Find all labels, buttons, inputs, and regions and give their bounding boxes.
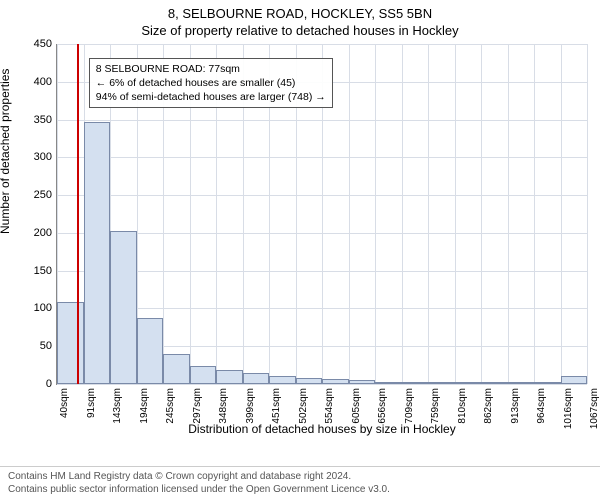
x-tick: 656sqm	[377, 388, 388, 424]
chart-container: Number of detached properties 0 50 100 150 2…	[0, 44, 600, 424]
page-title-line1: 8, SELBOURNE ROAD, HOCKLEY, SS5 5BN	[0, 0, 600, 21]
gridline-v	[587, 44, 588, 384]
x-tick: 810sqm	[457, 388, 468, 424]
x-tick: 91sqm	[86, 388, 97, 418]
gridline-v	[534, 44, 535, 384]
histogram-bar	[269, 376, 296, 384]
histogram-bar	[137, 318, 164, 384]
histogram-bar	[402, 382, 429, 384]
x-tick: 502sqm	[298, 388, 309, 424]
x-tick: 605sqm	[351, 388, 362, 424]
annotation-box: 8 SELBOURNE ROAD: 77sqm← 6% of detached …	[89, 58, 333, 109]
histogram-bar	[455, 382, 482, 384]
histogram-bar	[561, 376, 588, 384]
reference-line	[77, 44, 79, 384]
gridline-v	[561, 44, 562, 384]
x-tick: 348sqm	[218, 388, 229, 424]
x-tick: 143sqm	[112, 388, 123, 424]
histogram-bar	[243, 373, 270, 384]
x-tick: 40sqm	[59, 388, 70, 418]
y-axis-label: Number of detached properties	[0, 69, 12, 234]
y-tick: 400	[34, 76, 52, 88]
gridline-v	[428, 44, 429, 384]
histogram-bar	[375, 382, 402, 384]
x-tick: 913sqm	[510, 388, 521, 424]
x-tick: 297sqm	[192, 388, 203, 424]
footer-line1: Contains HM Land Registry data © Crown c…	[8, 470, 592, 483]
x-tick: 245sqm	[165, 388, 176, 424]
x-tick: 451sqm	[271, 388, 282, 424]
gridline-v	[402, 44, 403, 384]
histogram-bar	[481, 382, 508, 384]
x-tick: 862sqm	[483, 388, 494, 424]
histogram-bar	[508, 382, 535, 384]
gridline-v	[481, 44, 482, 384]
annotation-line: 94% of semi-detached houses are larger (…	[96, 90, 326, 104]
x-tick: 709sqm	[404, 388, 415, 424]
x-axis-label: Distribution of detached houses by size …	[57, 422, 587, 436]
histogram-bar	[84, 122, 111, 384]
annotation-line: ← 6% of detached houses are smaller (45)	[96, 76, 326, 90]
gridline-v	[375, 44, 376, 384]
x-tick: 964sqm	[536, 388, 547, 424]
x-tick: 399sqm	[245, 388, 256, 424]
y-tick: 100	[34, 302, 52, 314]
gridline-v	[455, 44, 456, 384]
x-tick: 1067sqm	[589, 388, 600, 429]
y-tick: 50	[40, 340, 52, 352]
gridline-h	[57, 384, 587, 385]
page-title-line2: Size of property relative to detached ho…	[0, 21, 600, 38]
plot-area: Distribution of detached houses by size …	[56, 44, 587, 385]
gridline-v	[508, 44, 509, 384]
histogram-bar	[428, 382, 455, 384]
footer: Contains HM Land Registry data © Crown c…	[0, 466, 600, 500]
x-tick: 554sqm	[324, 388, 335, 424]
annotation-line: 8 SELBOURNE ROAD: 77sqm	[96, 62, 326, 76]
y-tick: 300	[34, 151, 52, 163]
histogram-bar	[296, 378, 323, 384]
histogram-bar	[534, 382, 561, 384]
y-tick: 150	[34, 265, 52, 277]
footer-line2: Contains public sector information licen…	[8, 483, 592, 496]
y-tick: 0	[46, 378, 52, 390]
histogram-bar	[322, 379, 349, 384]
y-tick: 450	[34, 38, 52, 50]
x-tick: 1016sqm	[563, 388, 574, 429]
histogram-bar	[57, 302, 84, 384]
histogram-bar	[216, 370, 243, 384]
x-tick: 194sqm	[139, 388, 150, 424]
histogram-bar	[190, 366, 217, 384]
y-tick: 200	[34, 227, 52, 239]
y-tick: 250	[34, 189, 52, 201]
histogram-bar	[110, 231, 137, 384]
y-tick: 350	[34, 114, 52, 126]
histogram-bar	[163, 354, 190, 384]
gridline-v	[349, 44, 350, 384]
histogram-bar	[349, 380, 376, 384]
x-tick: 759sqm	[430, 388, 441, 424]
